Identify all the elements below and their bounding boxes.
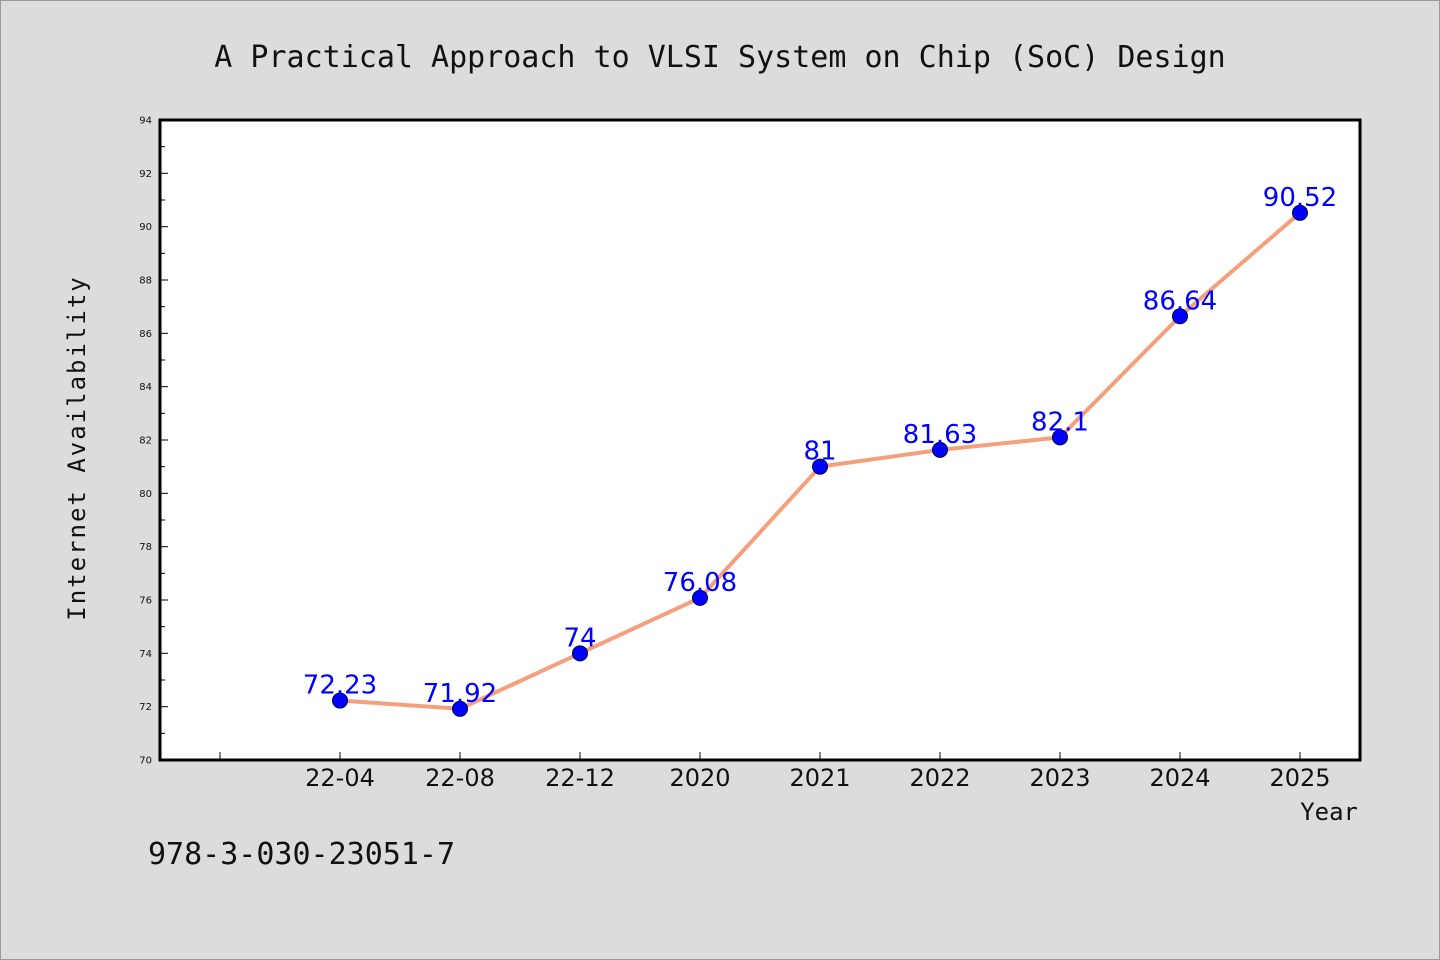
- x-tick-label: 2020: [669, 764, 730, 792]
- data-point: [1292, 204, 1308, 221]
- y-tick-label: 84: [139, 382, 152, 393]
- x-axis: 22-04 22-08 22-12 2020 2021 2022 2023 2024 2025: [219, 752, 1331, 792]
- y-tick-label: 94: [139, 116, 152, 127]
- data-label: 81.63: [903, 420, 977, 450]
- data-point: [692, 589, 708, 606]
- data-label: 74: [563, 623, 596, 653]
- data-label: 86.64: [1143, 286, 1217, 316]
- y-tick-label: 80: [139, 489, 152, 500]
- data-point: [452, 700, 468, 717]
- x-tick-label: 22-12: [545, 764, 615, 792]
- data-point: [332, 692, 348, 709]
- chart-title: A Practical Approach to VLSI System on C…: [214, 40, 1225, 75]
- data-series: [332, 204, 1308, 717]
- x-tick-label: 2024: [1149, 764, 1210, 792]
- y-tick-label: 82: [139, 436, 152, 447]
- data-label: 81: [803, 437, 836, 467]
- data-point: [1172, 308, 1188, 325]
- data-label: 90.52: [1263, 183, 1337, 213]
- y-tick-label: 70: [139, 756, 152, 767]
- y-tick-label: 72: [139, 702, 152, 713]
- y-tick-label: 92: [139, 169, 152, 180]
- y-tick-label: 74: [139, 649, 152, 660]
- plot-border: [158, 118, 1362, 762]
- data-label: 82.1: [1031, 407, 1089, 437]
- x-tick-label: 22-04: [305, 764, 375, 792]
- x-tick-label: 2025: [1269, 764, 1330, 792]
- y-tick-label: 88: [139, 276, 152, 287]
- x-tick-label: 22-08: [425, 764, 495, 792]
- plot-area: [160, 120, 1360, 760]
- isbn-text: 978-3-030-23051-7: [148, 837, 455, 872]
- data-label: 76.08: [663, 568, 737, 598]
- data-labels: 72.23 71.92 74 76.08 81 81.63 82.1 86.64 90.52: [303, 183, 1337, 709]
- data-label: 72.23: [303, 671, 377, 701]
- y-tick-label: 76: [139, 596, 152, 607]
- data-point: [812, 458, 828, 475]
- y-axis: 70 72 74 76 78 80 82 84 86 88 90 92 94: [139, 116, 168, 767]
- y-axis-label: Internet Availability: [63, 275, 91, 620]
- data-point: [1052, 429, 1068, 446]
- x-tick-label: 2023: [1029, 764, 1090, 792]
- x-tick-label: 2022: [909, 764, 970, 792]
- data-point: [572, 645, 588, 662]
- data-point: [932, 441, 948, 458]
- y-tick-label: 86: [139, 329, 152, 340]
- y-tick-label: 78: [139, 542, 152, 553]
- x-tick-label: 2021: [789, 764, 850, 792]
- data-label: 71.92: [423, 679, 497, 709]
- x-axis-label: Year: [1300, 798, 1358, 826]
- y-tick-label: 90: [139, 222, 152, 233]
